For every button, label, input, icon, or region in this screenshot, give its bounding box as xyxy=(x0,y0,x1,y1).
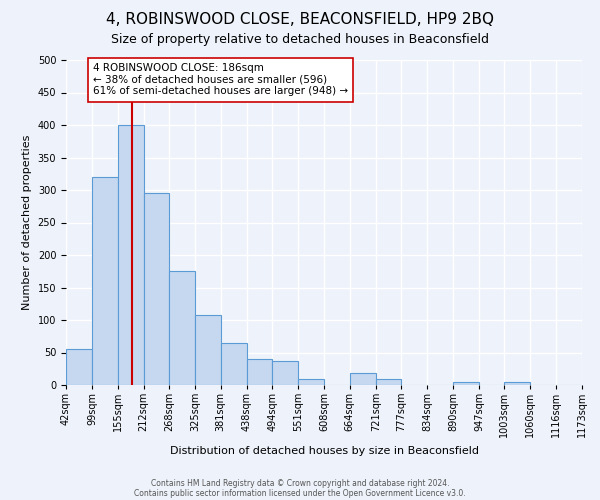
Text: Contains public sector information licensed under the Open Government Licence v3: Contains public sector information licen… xyxy=(134,488,466,498)
Bar xyxy=(247,359,272,385)
Bar xyxy=(66,349,92,385)
Bar xyxy=(169,271,195,385)
X-axis label: Distribution of detached houses by size in Beaconsfield: Distribution of detached houses by size … xyxy=(170,446,479,456)
Bar xyxy=(298,378,324,385)
Bar xyxy=(118,125,143,385)
Bar xyxy=(195,315,221,385)
Bar xyxy=(143,193,169,385)
Bar xyxy=(350,374,376,385)
Text: 4, ROBINSWOOD CLOSE, BEACONSFIELD, HP9 2BQ: 4, ROBINSWOOD CLOSE, BEACONSFIELD, HP9 2… xyxy=(106,12,494,28)
Y-axis label: Number of detached properties: Number of detached properties xyxy=(22,135,32,310)
Bar xyxy=(376,378,401,385)
Bar xyxy=(92,177,118,385)
Text: Contains HM Land Registry data © Crown copyright and database right 2024.: Contains HM Land Registry data © Crown c… xyxy=(151,478,449,488)
Bar xyxy=(453,382,479,385)
Text: 4 ROBINSWOOD CLOSE: 186sqm
← 38% of detached houses are smaller (596)
61% of sem: 4 ROBINSWOOD CLOSE: 186sqm ← 38% of deta… xyxy=(93,63,348,96)
Text: Size of property relative to detached houses in Beaconsfield: Size of property relative to detached ho… xyxy=(111,32,489,46)
Bar xyxy=(272,361,298,385)
Bar xyxy=(221,343,247,385)
Bar xyxy=(505,382,530,385)
